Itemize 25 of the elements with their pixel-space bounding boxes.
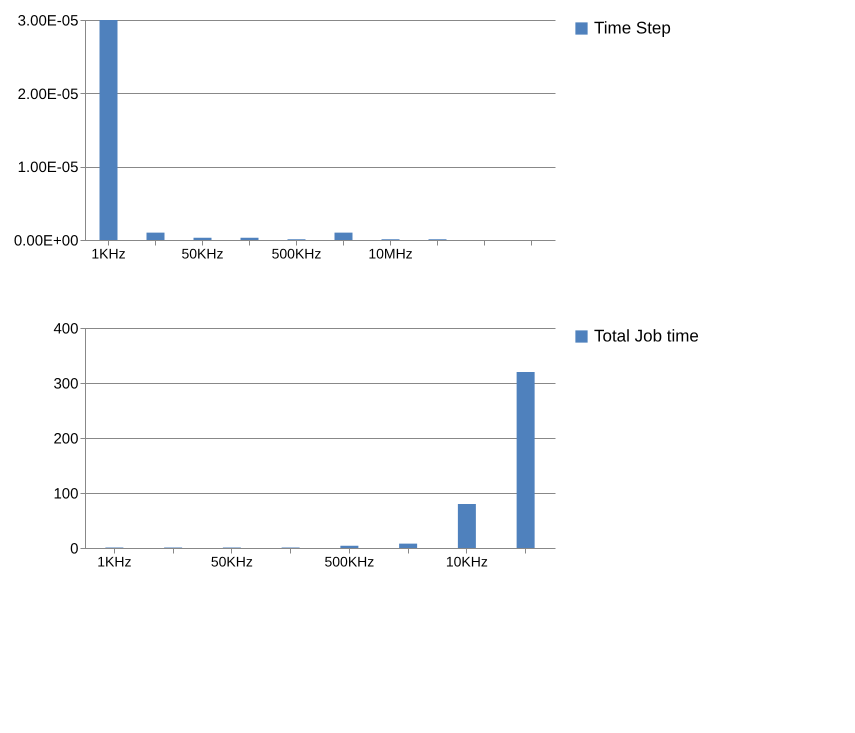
x-tick-label: 500KHz (272, 246, 322, 262)
x-tick-label: 1KHz (97, 554, 132, 570)
bar (399, 544, 418, 548)
y-tick-label: 3.00E-05 (18, 12, 78, 30)
x-tick-label: 10MHz (368, 246, 413, 262)
y-tick-label: 400 (53, 320, 78, 338)
y-tick-label: 300 (53, 376, 78, 392)
y-tick-label: 1.00E-05 (18, 159, 78, 176)
bar (516, 372, 535, 548)
legend-label: Time Step (594, 18, 671, 38)
bar (146, 232, 164, 240)
y-tick-label: 100 (53, 486, 78, 502)
y-tick-label: 200 (53, 430, 78, 448)
bar (100, 20, 118, 240)
x-tick-label: 50KHz (210, 554, 253, 570)
y-tick-label: 2.00E-05 (18, 86, 78, 103)
x-tick-label: 50KHz (181, 246, 224, 262)
y-tick-label: 0.00E+00 (14, 232, 78, 250)
x-tick-label: 10KHz (446, 554, 488, 570)
bar (458, 504, 476, 548)
x-tick-label: 1KHz (91, 246, 126, 262)
bar (334, 232, 352, 240)
y-tick-label: 0 (70, 540, 78, 558)
legend-label: Total Job time (594, 326, 699, 346)
x-tick-label: 500KHz (324, 554, 374, 570)
